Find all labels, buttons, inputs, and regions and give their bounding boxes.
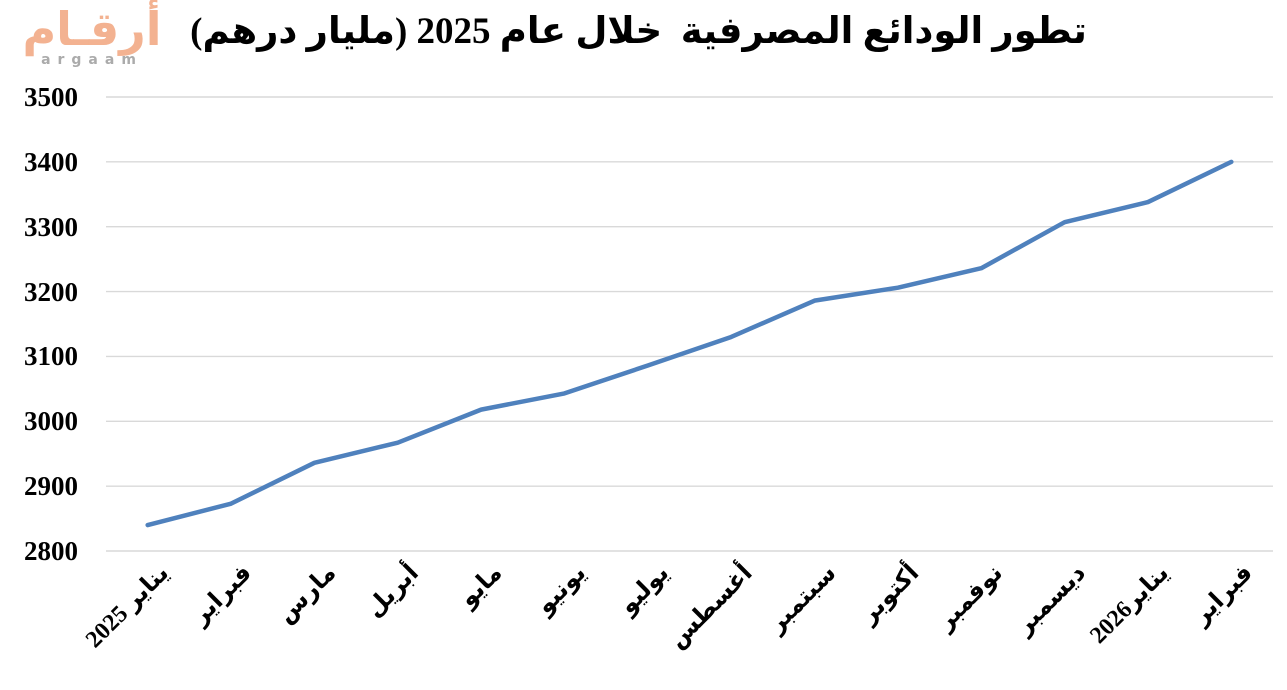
y-axis-label: 3400 xyxy=(24,146,78,177)
y-axis-label: 3300 xyxy=(24,211,78,242)
y-axis-label: 2800 xyxy=(24,536,78,566)
chart-title: تطور الودائع المصرفية خلال عام 2025 (ملي… xyxy=(190,11,1087,52)
y-axis-label: 3200 xyxy=(24,276,78,307)
y-axis-label: 3000 xyxy=(24,406,78,437)
y-axis-label: 2900 xyxy=(24,471,78,502)
y-axis-label: 3500 xyxy=(24,82,78,112)
deposits-line xyxy=(145,159,1234,528)
y-axis-label: 3100 xyxy=(24,341,78,372)
argaam-logo-arabic-icon: أرقـام xyxy=(22,2,162,56)
argaam-logo-latin-text: argaam xyxy=(41,52,143,68)
argaam-logo: أرقـام argaam xyxy=(8,0,176,84)
